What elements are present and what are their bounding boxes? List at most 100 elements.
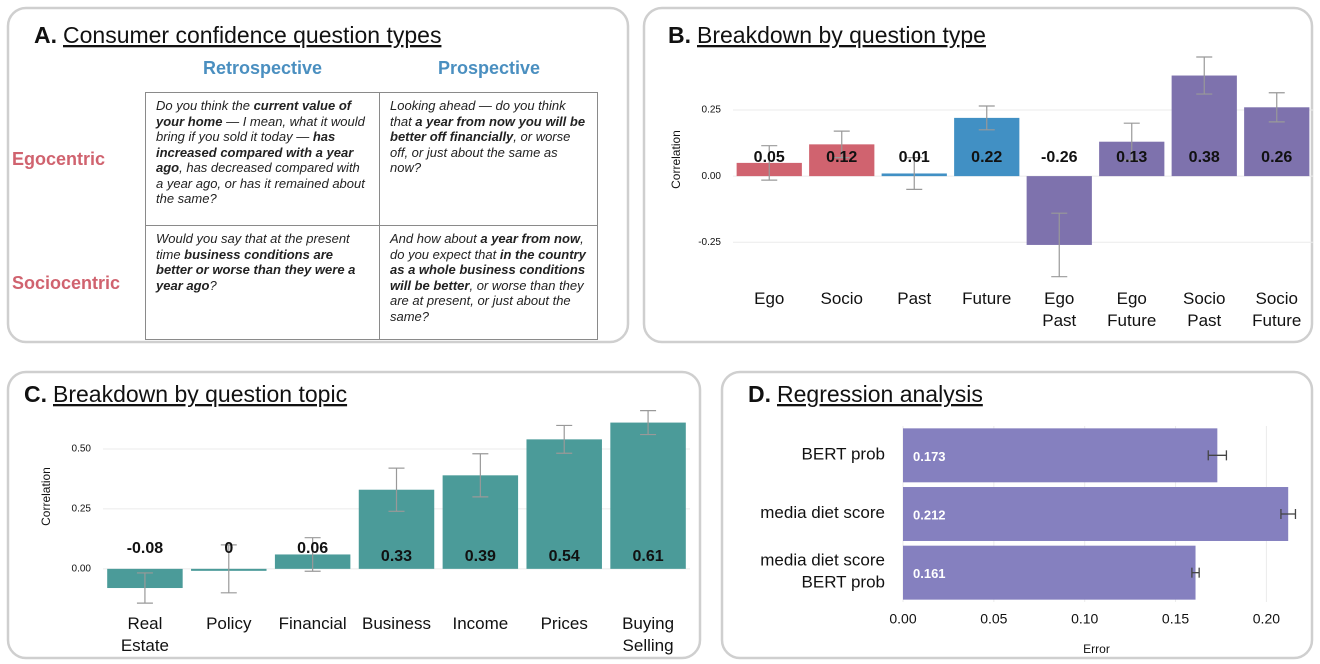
value-label: 0.01 [899, 149, 930, 166]
value-label: 0.212 [913, 507, 946, 522]
question-text: And how about [390, 231, 481, 246]
corner [12, 56, 145, 92]
question-text: business conditions are better or worse … [156, 246, 356, 293]
question-text: , or worse off, or just about the same a… [390, 129, 571, 175]
value-label: 0.33 [381, 548, 412, 565]
error-bar [304, 537, 321, 572]
bar [903, 487, 1289, 541]
error-bar [1196, 56, 1213, 95]
y-tick-label: 0.25 [72, 504, 92, 515]
x-tick-label: Ego Past [1042, 289, 1076, 330]
value-label: -0.08 [127, 540, 164, 557]
value-label: 0.05 [754, 149, 785, 166]
y-axis-label: Correlation [669, 130, 683, 189]
question-text: — I mean, what it would bring if you sol… [156, 113, 365, 145]
question-text: ? [209, 277, 217, 293]
question-text: Would you say that at the present time [156, 231, 350, 262]
error-bar [833, 130, 850, 159]
panel-label: D. [748, 381, 771, 407]
x-tick-label: Socio [820, 289, 863, 308]
value-label: 0.26 [1261, 149, 1292, 166]
x-tick-label: Income [452, 614, 508, 633]
error-bar [978, 105, 995, 131]
value-label: 0.61 [633, 548, 664, 565]
error-bar [388, 467, 405, 512]
error-bar [906, 156, 923, 190]
x-tick-label: Real Estate [121, 614, 169, 655]
panel-label: C. [24, 381, 47, 407]
x-tick-label: Future [962, 289, 1011, 308]
value-label: 0.12 [826, 149, 857, 166]
error-bar [472, 453, 489, 498]
error-bar [761, 145, 778, 181]
question-text: Do you think the [156, 98, 254, 113]
value-label: 0.54 [549, 548, 580, 565]
x-tick-label: Ego Future [1107, 289, 1156, 330]
question-cell: And how about a year from now, do you ex… [380, 226, 598, 340]
y-tick-label: 0.00 [702, 171, 722, 182]
error-bar [1280, 509, 1297, 519]
y-tick-label: 0.25 [702, 105, 722, 116]
panel-frame [642, 6, 1314, 344]
value-label: 0.13 [1116, 149, 1147, 166]
panel-frame [6, 370, 702, 660]
error-bar [1191, 567, 1200, 578]
question-text: current value of your home [156, 98, 352, 129]
bar [903, 428, 1218, 483]
x-tick-label: Policy [206, 614, 252, 633]
error-bar [220, 544, 237, 594]
column-header: Prospective [437, 58, 541, 78]
question-text: , or worse than they are at present, or … [390, 277, 584, 324]
question-text: Looking ahead — do you think that [390, 98, 566, 129]
value-label: 0.173 [913, 449, 946, 464]
x-tick-label: Prices [541, 614, 588, 633]
bar [903, 545, 1196, 600]
error-bar [556, 424, 573, 454]
panel-frame [6, 6, 630, 344]
y-tick-label: 0.00 [72, 563, 92, 574]
error-bar [1123, 122, 1140, 161]
question-text: , do you expect that [390, 231, 584, 262]
y-tick-label: media diet score [760, 503, 885, 522]
value-label: 0.161 [913, 566, 946, 581]
x-tick-label: 0.00 [889, 611, 916, 627]
x-tick-label: Financial [279, 614, 347, 633]
panel-title-text: Breakdown by question topic [53, 381, 347, 407]
x-tick-label: 0.20 [1253, 611, 1280, 627]
y-tick-label: media diet score BERT prob [760, 551, 885, 592]
value-label: 0 [224, 540, 233, 557]
panel-title-text: Consumer confidence question types [63, 22, 441, 48]
panel-title: A. Consumer confidence question types [34, 22, 441, 48]
y-tick-label: 0.50 [72, 444, 92, 455]
error-bar [1268, 92, 1285, 123]
question-cell: Do you think the current value of your h… [145, 92, 380, 226]
error-bar [640, 409, 657, 436]
x-tick-label: Buying Selling [622, 614, 674, 655]
x-tick-label: 0.05 [980, 611, 1007, 627]
row-label: Sociocentric [12, 272, 121, 293]
question-cell: Looking ahead — do you think that a year… [380, 92, 598, 226]
panel-label: A. [34, 22, 57, 48]
x-axis-label: Error [1083, 642, 1110, 656]
bar [526, 439, 602, 569]
value-label: 0.06 [297, 540, 328, 557]
y-tick-label: -0.25 [698, 237, 721, 248]
panel-title: C. Breakdown by question topic [24, 381, 347, 407]
error-bar [1051, 212, 1068, 278]
question-text: a year from now you will be better off f… [390, 113, 586, 145]
panel-title-text: Regression analysis [777, 381, 983, 407]
x-tick-label: Business [362, 614, 431, 633]
x-tick-label: 0.15 [1162, 611, 1189, 627]
x-tick-label: 0.10 [1071, 611, 1098, 627]
x-tick-label: Socio Future [1252, 289, 1301, 330]
bar [610, 422, 686, 569]
value-label: 0.22 [971, 149, 1002, 166]
value-label: -0.26 [1041, 149, 1078, 166]
column-header: Retrospective [202, 58, 323, 78]
value-label: 0.39 [465, 548, 496, 565]
y-axis-label: Correlation [39, 467, 53, 526]
question-cell: Would you say that at the present time b… [145, 226, 380, 340]
error-bar [136, 572, 153, 604]
x-tick-label: Past [897, 289, 931, 308]
